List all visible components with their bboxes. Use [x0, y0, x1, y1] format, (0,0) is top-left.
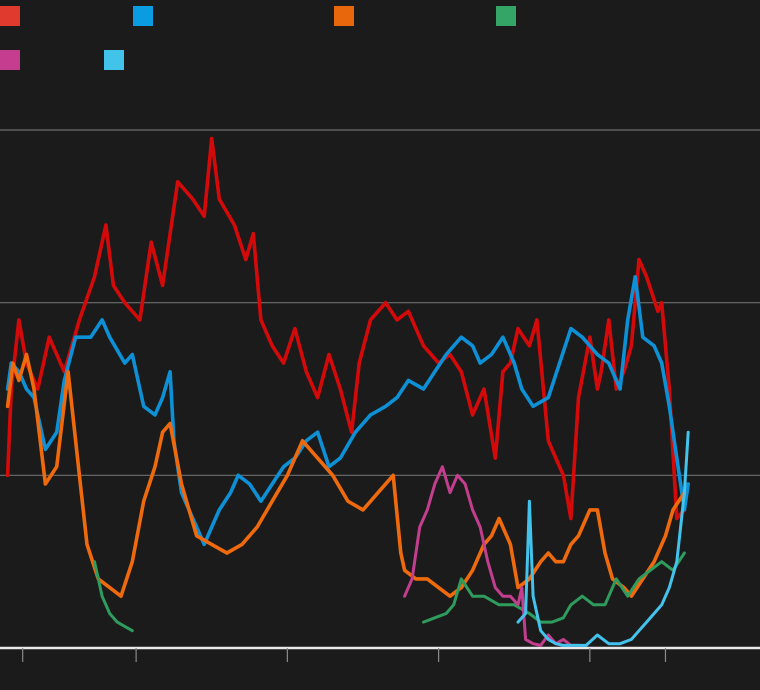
series-line-4	[422, 551, 686, 624]
legend-swatch	[0, 50, 20, 70]
series-line-3	[5, 352, 687, 599]
legend-swatch	[133, 6, 153, 26]
x-axis-ticks	[22, 648, 667, 662]
legend-item	[496, 6, 516, 26]
series-line-1	[5, 136, 687, 521]
legend-item	[104, 50, 124, 70]
series-line-4	[93, 560, 134, 633]
legend-swatch	[496, 6, 516, 26]
series-line-2	[5, 274, 691, 547]
gridlines	[0, 129, 760, 650]
legend-swatch	[104, 50, 124, 70]
series-layer	[5, 136, 691, 647]
legend-swatch	[0, 6, 20, 26]
series-line-6	[516, 430, 690, 647]
legend-item	[0, 6, 20, 26]
legend-item	[133, 6, 153, 26]
legend-item	[0, 50, 20, 70]
legend-swatch	[334, 6, 354, 26]
series-line-5	[403, 465, 580, 647]
legend-item	[334, 6, 354, 26]
